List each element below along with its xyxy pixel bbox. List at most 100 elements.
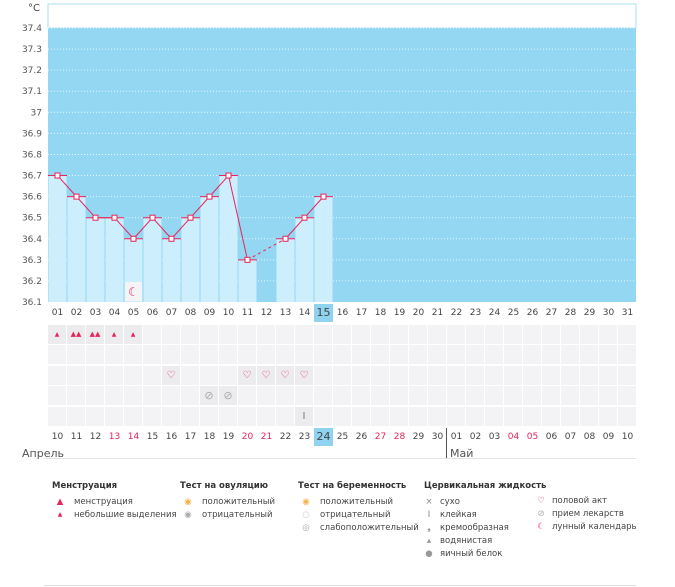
date-label[interactable]: 03: [488, 432, 501, 442]
calendar-cell[interactable]: [504, 345, 522, 364]
calendar-cell[interactable]: [124, 345, 142, 364]
calendar-cell[interactable]: [580, 386, 598, 405]
calendar-cell[interactable]: [67, 386, 85, 405]
calendar-cell[interactable]: [542, 366, 560, 385]
calendar-cell[interactable]: [86, 345, 104, 364]
calendar-cell[interactable]: [257, 325, 275, 344]
date-label[interactable]: 21: [260, 432, 273, 442]
calendar-cell[interactable]: [276, 345, 294, 364]
calendar-cell[interactable]: [257, 407, 275, 426]
calendar-cell[interactable]: [561, 345, 579, 364]
heart-icon[interactable]: ♡: [238, 366, 256, 385]
calendar-cell[interactable]: [124, 386, 142, 405]
date-label[interactable]: 01: [450, 432, 463, 442]
date-label[interactable]: 18: [203, 432, 216, 442]
calendar-cell[interactable]: [162, 407, 180, 426]
calendar-cell[interactable]: [333, 386, 351, 405]
calendar-cell[interactable]: [371, 386, 389, 405]
calendar-cell[interactable]: [105, 386, 123, 405]
calendar-cell[interactable]: [466, 386, 484, 405]
calendar-cell[interactable]: [295, 386, 313, 405]
day-label[interactable]: 27: [545, 308, 558, 318]
date-label[interactable]: 24: [314, 428, 333, 446]
calendar-cell[interactable]: [124, 366, 142, 385]
calendar-cell[interactable]: [485, 325, 503, 344]
calendar-cell[interactable]: [276, 386, 294, 405]
calendar-cell[interactable]: [257, 386, 275, 405]
calendar-cell[interactable]: [67, 407, 85, 426]
calendar-cell[interactable]: [485, 345, 503, 364]
calendar-cell[interactable]: [618, 325, 636, 344]
calendar-cell[interactable]: [409, 325, 427, 344]
calendar-cell[interactable]: [219, 366, 237, 385]
calendar-cell[interactable]: [542, 386, 560, 405]
calendar-cell[interactable]: [314, 407, 332, 426]
day-label[interactable]: 19: [393, 308, 406, 318]
calendar-cell[interactable]: [181, 407, 199, 426]
date-label[interactable]: 29: [412, 432, 425, 442]
calendar-cell[interactable]: [390, 366, 408, 385]
calendar-cell[interactable]: [523, 386, 541, 405]
calendar-cell[interactable]: [181, 386, 199, 405]
day-label[interactable]: 21: [431, 308, 444, 318]
calendar-cell[interactable]: [352, 407, 370, 426]
day-label[interactable]: 12: [260, 308, 273, 318]
date-label[interactable]: 30: [431, 432, 444, 442]
date-label[interactable]: 02: [469, 432, 482, 442]
calendar-cell[interactable]: [48, 345, 66, 364]
calendar-cell[interactable]: [181, 345, 199, 364]
calendar-cell[interactable]: [257, 345, 275, 364]
calendar-cell[interactable]: [599, 345, 617, 364]
date-label[interactable]: 27: [374, 432, 387, 442]
day-label[interactable]: 08: [184, 308, 197, 318]
calendar-cell[interactable]: [333, 366, 351, 385]
calendar-cell[interactable]: [466, 325, 484, 344]
day-label[interactable]: 10: [222, 308, 235, 318]
date-label[interactable]: 12: [89, 432, 102, 442]
calendar-cell[interactable]: [181, 325, 199, 344]
day-label[interactable]: 13: [279, 308, 292, 318]
calendar-cell[interactable]: [523, 366, 541, 385]
calendar-cell[interactable]: [428, 386, 446, 405]
day-label[interactable]: 06: [146, 308, 159, 318]
day-label[interactable]: 25: [507, 308, 520, 318]
date-label[interactable]: 15: [146, 432, 159, 442]
menstruation-drop-icon[interactable]: ▲: [124, 325, 142, 344]
pill-icon[interactable]: ⊘: [219, 386, 237, 405]
sticky-icon[interactable]: I: [295, 407, 313, 426]
menstruation-drop-icon[interactable]: ▲▲: [67, 325, 85, 344]
calendar-cell[interactable]: [447, 325, 465, 344]
heart-icon[interactable]: ♡: [295, 366, 313, 385]
date-label[interactable]: 04: [507, 432, 520, 442]
calendar-cell[interactable]: [390, 407, 408, 426]
calendar-cell[interactable]: [466, 366, 484, 385]
day-label[interactable]: 23: [469, 308, 482, 318]
calendar-cell[interactable]: [181, 366, 199, 385]
day-label[interactable]: 15: [314, 304, 333, 322]
calendar-cell[interactable]: [238, 345, 256, 364]
calendar-cell[interactable]: [295, 325, 313, 344]
date-label[interactable]: 16: [165, 432, 178, 442]
calendar-cell[interactable]: [523, 407, 541, 426]
date-label[interactable]: 28: [393, 432, 406, 442]
calendar-cell[interactable]: [580, 325, 598, 344]
calendar-cell[interactable]: [580, 366, 598, 385]
calendar-cell[interactable]: [504, 325, 522, 344]
day-label[interactable]: 02: [70, 308, 83, 318]
calendar-cell[interactable]: [314, 386, 332, 405]
calendar-cell[interactable]: [371, 345, 389, 364]
calendar-cell[interactable]: [428, 345, 446, 364]
date-label[interactable]: 14: [127, 432, 140, 442]
date-label[interactable]: 19: [222, 432, 235, 442]
calendar-cell[interactable]: [542, 345, 560, 364]
calendar-cell[interactable]: [48, 407, 66, 426]
calendar-cell[interactable]: [314, 345, 332, 364]
calendar-cell[interactable]: [599, 386, 617, 405]
calendar-cell[interactable]: [295, 345, 313, 364]
calendar-cell[interactable]: [219, 325, 237, 344]
day-label[interactable]: 11: [241, 308, 254, 318]
day-label[interactable]: 16: [336, 308, 349, 318]
calendar-cell[interactable]: [67, 366, 85, 385]
calendar-cell[interactable]: [124, 407, 142, 426]
calendar-cell[interactable]: [143, 325, 161, 344]
